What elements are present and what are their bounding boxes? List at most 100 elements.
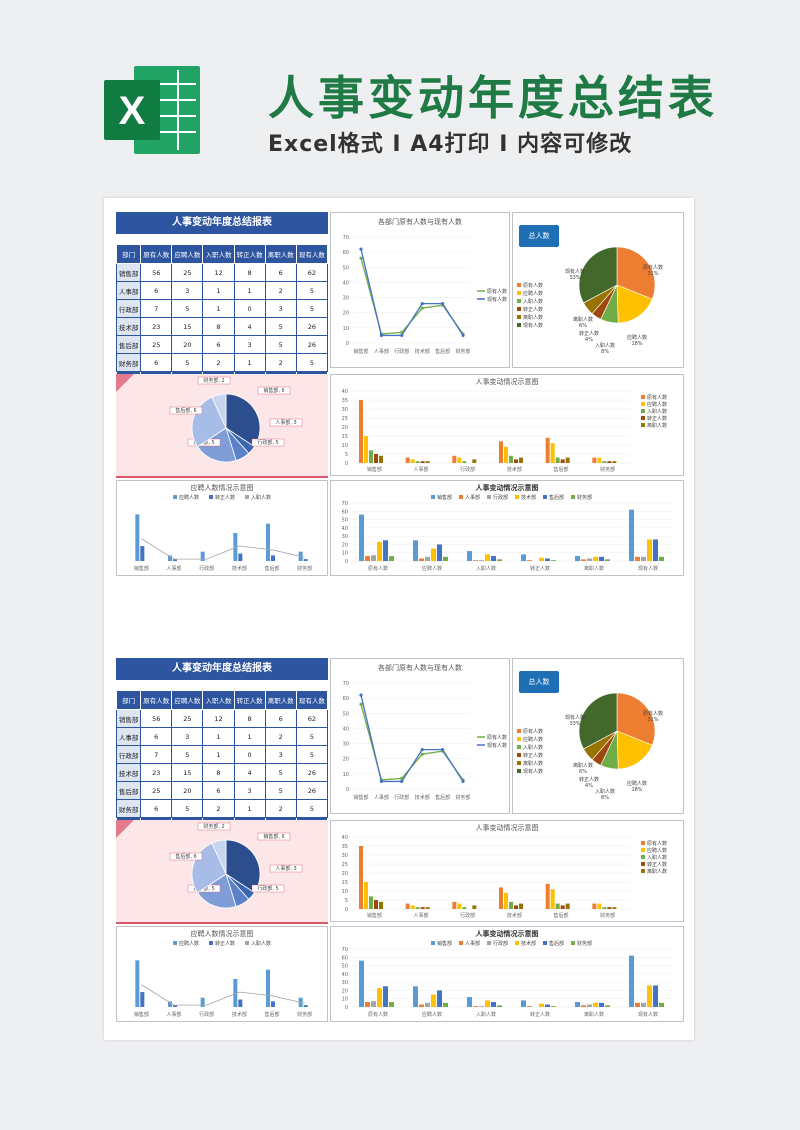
legend-swatch xyxy=(209,495,213,499)
pie-data-label: 离职人数 xyxy=(573,316,593,323)
x-tick-label: 财务部 xyxy=(297,565,312,572)
dept-cell: 财务部 xyxy=(115,353,142,372)
value-cell: 26 xyxy=(295,335,329,354)
x-tick-label: 销售部 xyxy=(134,1011,149,1018)
bar xyxy=(425,556,430,561)
series-line xyxy=(360,694,464,783)
bar xyxy=(659,1002,664,1007)
bar xyxy=(437,990,442,1007)
x-tick-label: 技术部 xyxy=(415,794,430,801)
bar xyxy=(653,985,658,1007)
table-header-cell: 离职人数 xyxy=(264,244,297,264)
y-tick-label: 50 xyxy=(342,964,348,970)
value-cell: 4 xyxy=(233,763,266,782)
legend-label: 原有人数 xyxy=(647,394,667,401)
y-tick-label: 40 xyxy=(343,280,349,286)
y-tick-label: 30 xyxy=(342,853,348,859)
x-tick-label: 应聘人数 xyxy=(422,565,442,572)
value-cell: 3 xyxy=(171,281,204,300)
pie-data-label: 现有人数 xyxy=(565,268,585,275)
bar xyxy=(379,455,383,463)
line-chart-title: 各部门原有人数与现有人数 xyxy=(378,217,462,226)
value-cell: 2 xyxy=(202,353,235,372)
legend-label: 原有人数 xyxy=(487,288,507,295)
table-header-cell: 离职人数 xyxy=(264,690,297,710)
bar xyxy=(140,546,145,561)
pie-percent-label: 4% xyxy=(585,783,593,789)
legend-swatch xyxy=(517,307,521,311)
pie-percent-label: 6% xyxy=(579,769,587,775)
pie-data-label: 应聘人数 xyxy=(627,334,647,341)
legend-swatch xyxy=(517,761,521,765)
bar xyxy=(519,903,523,909)
pie-slice xyxy=(578,692,618,750)
bar xyxy=(581,559,586,561)
bar xyxy=(415,461,420,463)
value-cell: 8 xyxy=(202,763,235,782)
legend-swatch xyxy=(245,495,249,499)
x-tick-label: 财务部 xyxy=(297,1011,312,1018)
bar xyxy=(551,560,556,561)
value-cell: 8 xyxy=(233,709,266,728)
bar xyxy=(605,559,610,561)
legend-label: 技术部 xyxy=(521,940,536,947)
value-cell: 3 xyxy=(264,745,297,764)
y-tick-label: 0 xyxy=(345,461,348,467)
bar xyxy=(452,901,457,909)
data-point xyxy=(461,779,465,784)
x-tick-label: 人事部 xyxy=(166,1011,181,1018)
x-tick-label: 人事部 xyxy=(413,466,428,473)
legend-label: 售后部 xyxy=(549,940,564,947)
y-tick-label: 30 xyxy=(343,742,349,748)
legend-swatch xyxy=(487,941,491,945)
dept-cell: 人事部 xyxy=(115,727,142,746)
x-tick-label: 销售部 xyxy=(353,794,368,801)
value-cell: 1 xyxy=(233,799,266,818)
bar xyxy=(359,514,364,561)
corner-decoration xyxy=(116,374,134,392)
legend-label: 现有人数 xyxy=(487,742,507,749)
bar xyxy=(479,560,484,561)
bar xyxy=(599,1002,604,1007)
value-cell: 5 xyxy=(295,799,329,818)
bar xyxy=(597,457,602,463)
legend-label: 入职人数 xyxy=(647,408,667,415)
legend-label: 财务部 xyxy=(577,940,592,947)
bar xyxy=(359,400,363,463)
pie-data-label: 离职人数 xyxy=(573,762,593,769)
y-tick-label: 10 xyxy=(342,443,348,449)
legend-label: 转正人数 xyxy=(647,415,667,422)
pie-data-label: 转正人数 xyxy=(579,776,599,783)
bar xyxy=(527,1006,532,1007)
pie-point-label: 人事部, 3 xyxy=(275,419,296,426)
x-tick-label: 原有人数 xyxy=(368,565,388,572)
table-header-cell: 入职人数 xyxy=(202,690,235,710)
table-row: 技术部 23 15 8 4 5 26 xyxy=(115,317,329,336)
bar xyxy=(659,556,664,561)
bar xyxy=(415,907,420,909)
pie-slice xyxy=(578,246,618,304)
pie-point-label: 人事部, 3 xyxy=(275,865,296,872)
bar xyxy=(509,455,513,463)
data-point xyxy=(441,302,445,306)
table-row: 售后部 25 20 6 3 5 26 xyxy=(115,781,329,800)
bar xyxy=(587,1004,592,1007)
total-tag: 总人数 xyxy=(519,225,559,247)
legend-swatch xyxy=(517,753,521,757)
bar xyxy=(472,459,477,463)
legend-swatch xyxy=(517,283,521,287)
bar xyxy=(457,903,462,909)
bar xyxy=(140,992,145,1007)
grouped-bar-panel: 人事变动情况示意图 销售部 人事部 行政部 技术部 售后部 财务部 0 10 20 30 40 50 60… xyxy=(330,480,684,576)
legend-swatch xyxy=(641,423,645,427)
legend-label: 应聘人数 xyxy=(523,290,543,297)
x-tick-label: 行政部 xyxy=(460,912,475,919)
bar xyxy=(233,979,238,1007)
legend-swatch xyxy=(517,299,521,303)
value-cell: 62 xyxy=(295,709,329,728)
bar xyxy=(555,457,560,463)
bar xyxy=(504,892,508,909)
x-tick-label: 入职人数 xyxy=(476,1011,496,1018)
legend-swatch xyxy=(173,495,177,499)
x-tick-label: 行政部 xyxy=(199,1011,214,1018)
